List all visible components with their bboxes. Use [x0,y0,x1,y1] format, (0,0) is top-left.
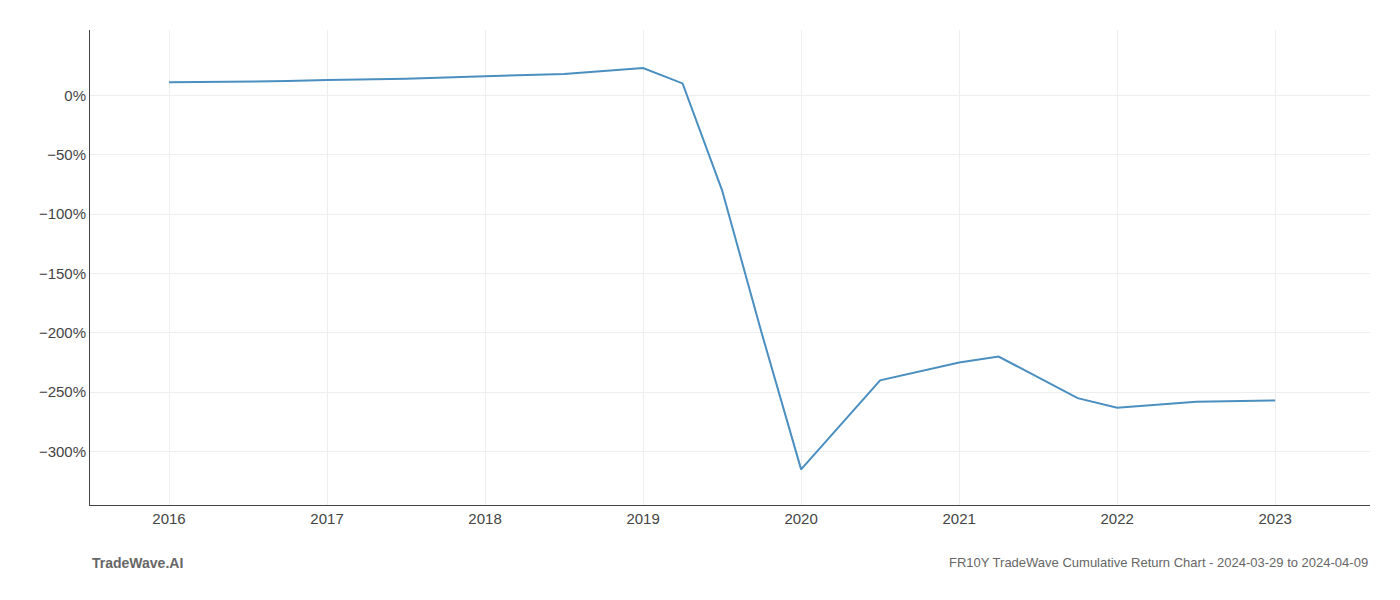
svg-text:2022: 2022 [1100,510,1133,527]
svg-text:2018: 2018 [468,510,501,527]
svg-text:FR10Y TradeWave Cumulative Ret: FR10Y TradeWave Cumulative Return Chart … [949,555,1368,570]
svg-text:TradeWave.AI: TradeWave.AI [92,555,183,571]
svg-text:2016: 2016 [152,510,185,527]
svg-text:−100%: −100% [39,205,86,222]
svg-text:2023: 2023 [1259,510,1292,527]
svg-text:−250%: −250% [39,383,86,400]
svg-text:−50%: −50% [47,146,86,163]
svg-text:2017: 2017 [310,510,343,527]
svg-text:−300%: −300% [39,443,86,460]
svg-text:0%: 0% [64,87,86,104]
svg-text:−150%: −150% [39,265,86,282]
svg-text:2021: 2021 [942,510,975,527]
svg-text:2019: 2019 [626,510,659,527]
svg-text:−200%: −200% [39,324,86,341]
svg-text:2020: 2020 [784,510,817,527]
